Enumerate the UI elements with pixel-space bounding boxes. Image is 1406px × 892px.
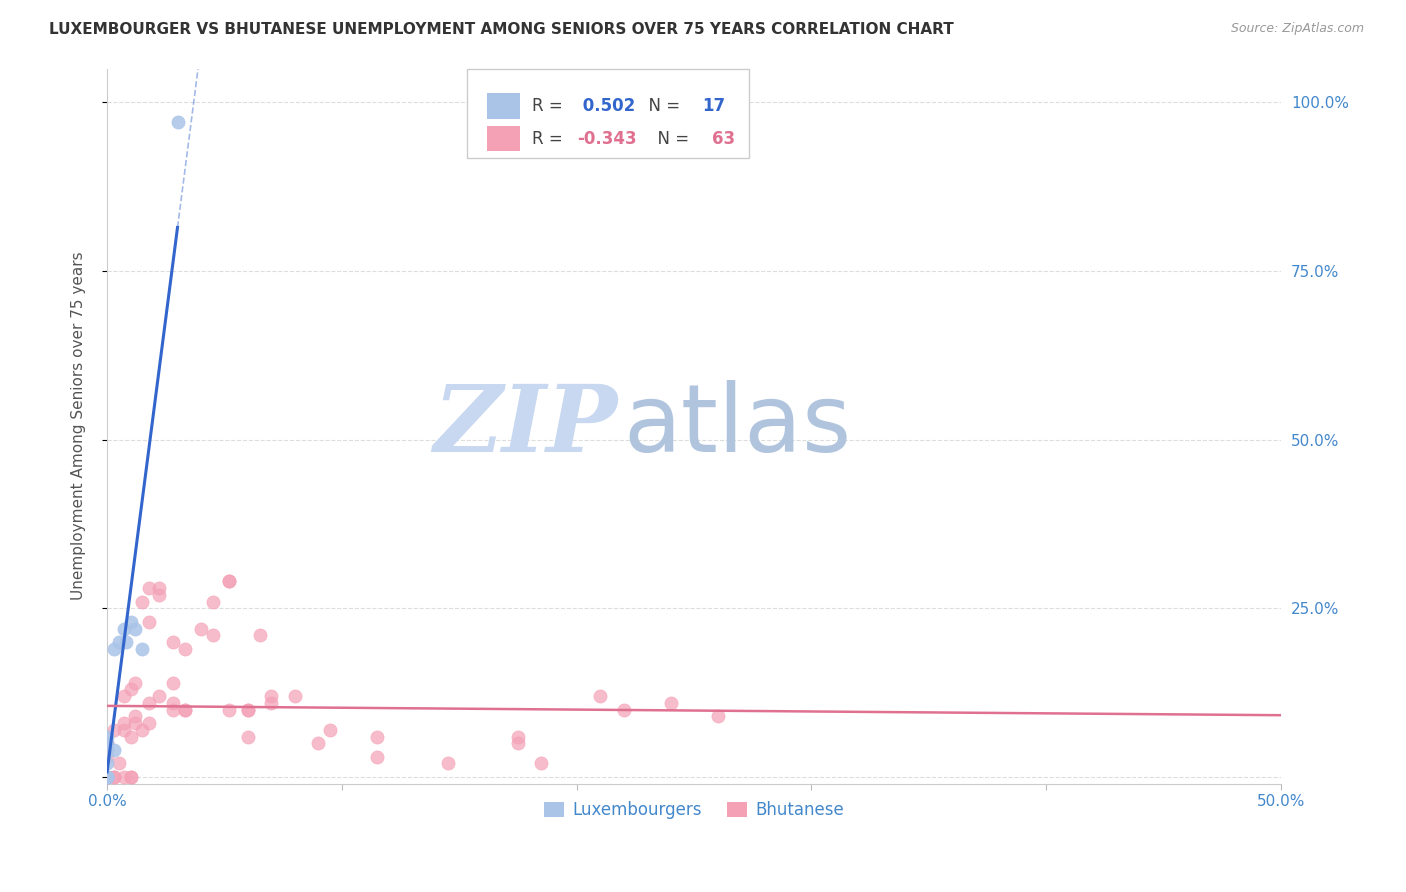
- Point: [96, 770, 118, 784]
- Point: [236, 702, 259, 716]
- Point: [103, 723, 125, 737]
- Point: [138, 696, 160, 710]
- Point: [124, 675, 146, 690]
- Point: [201, 628, 224, 642]
- Point: [218, 702, 240, 716]
- Point: [96, 770, 118, 784]
- Point: [108, 756, 131, 771]
- Point: [124, 709, 146, 723]
- Point: [201, 594, 224, 608]
- Point: [613, 702, 636, 716]
- Point: [120, 770, 142, 784]
- FancyBboxPatch shape: [468, 69, 749, 158]
- Point: [120, 770, 142, 784]
- Point: [530, 756, 553, 771]
- Text: ZIP: ZIP: [433, 381, 617, 471]
- Point: [307, 736, 329, 750]
- Point: [138, 581, 160, 595]
- Text: -0.343: -0.343: [576, 129, 637, 147]
- Point: [124, 622, 146, 636]
- Point: [131, 641, 153, 656]
- Point: [96, 770, 118, 784]
- Bar: [488, 126, 520, 152]
- Text: 63: 63: [711, 129, 735, 147]
- Text: R =: R =: [531, 129, 568, 147]
- Point: [506, 730, 529, 744]
- Point: [162, 675, 184, 690]
- Text: LUXEMBOURGER VS BHUTANESE UNEMPLOYMENT AMONG SENIORS OVER 75 YEARS CORRELATION C: LUXEMBOURGER VS BHUTANESE UNEMPLOYMENT A…: [49, 22, 953, 37]
- Point: [96, 770, 118, 784]
- Point: [131, 723, 153, 737]
- Point: [115, 635, 138, 649]
- Text: R =: R =: [531, 96, 568, 115]
- Point: [260, 696, 283, 710]
- Point: [96, 770, 118, 784]
- Text: 17: 17: [703, 96, 725, 115]
- Point: [218, 574, 240, 589]
- Point: [96, 756, 118, 771]
- Point: [162, 635, 184, 649]
- Point: [284, 689, 307, 703]
- Point: [162, 702, 184, 716]
- Point: [173, 702, 195, 716]
- Point: [96, 770, 118, 784]
- Point: [112, 622, 135, 636]
- Point: [96, 770, 118, 784]
- Text: 0.502: 0.502: [576, 96, 636, 115]
- Point: [138, 716, 160, 731]
- Point: [96, 743, 118, 757]
- Legend: Luxembourgers, Bhutanese: Luxembourgers, Bhutanese: [537, 794, 851, 825]
- Point: [96, 730, 118, 744]
- Point: [112, 689, 135, 703]
- Point: [103, 641, 125, 656]
- Point: [190, 622, 212, 636]
- Point: [112, 770, 135, 784]
- Y-axis label: Unemployment Among Seniors over 75 years: Unemployment Among Seniors over 75 years: [72, 252, 86, 600]
- Point: [706, 709, 728, 723]
- Point: [96, 770, 118, 784]
- Point: [131, 594, 153, 608]
- Text: Source: ZipAtlas.com: Source: ZipAtlas.com: [1230, 22, 1364, 36]
- Point: [96, 749, 118, 764]
- Text: atlas: atlas: [624, 380, 852, 472]
- Point: [124, 716, 146, 731]
- Bar: [488, 93, 520, 119]
- Point: [173, 641, 195, 656]
- Point: [173, 702, 195, 716]
- Point: [112, 716, 135, 731]
- Point: [108, 635, 131, 649]
- Point: [166, 115, 188, 129]
- Point: [120, 615, 142, 629]
- Point: [436, 756, 458, 771]
- Point: [589, 689, 612, 703]
- Point: [162, 696, 184, 710]
- Point: [249, 628, 271, 642]
- Point: [148, 581, 170, 595]
- Point: [319, 723, 342, 737]
- Point: [120, 730, 142, 744]
- Point: [218, 574, 240, 589]
- Point: [236, 730, 259, 744]
- Point: [96, 736, 118, 750]
- Text: N =: N =: [638, 96, 685, 115]
- Point: [236, 702, 259, 716]
- Point: [96, 736, 118, 750]
- Point: [103, 770, 125, 784]
- Point: [260, 689, 283, 703]
- Point: [96, 770, 118, 784]
- Point: [103, 770, 125, 784]
- Point: [112, 723, 135, 737]
- Point: [148, 588, 170, 602]
- Point: [138, 615, 160, 629]
- Point: [148, 689, 170, 703]
- Point: [103, 743, 125, 757]
- Point: [659, 696, 682, 710]
- Text: N =: N =: [647, 129, 695, 147]
- Point: [120, 682, 142, 697]
- Point: [366, 749, 388, 764]
- Point: [506, 736, 529, 750]
- Point: [366, 730, 388, 744]
